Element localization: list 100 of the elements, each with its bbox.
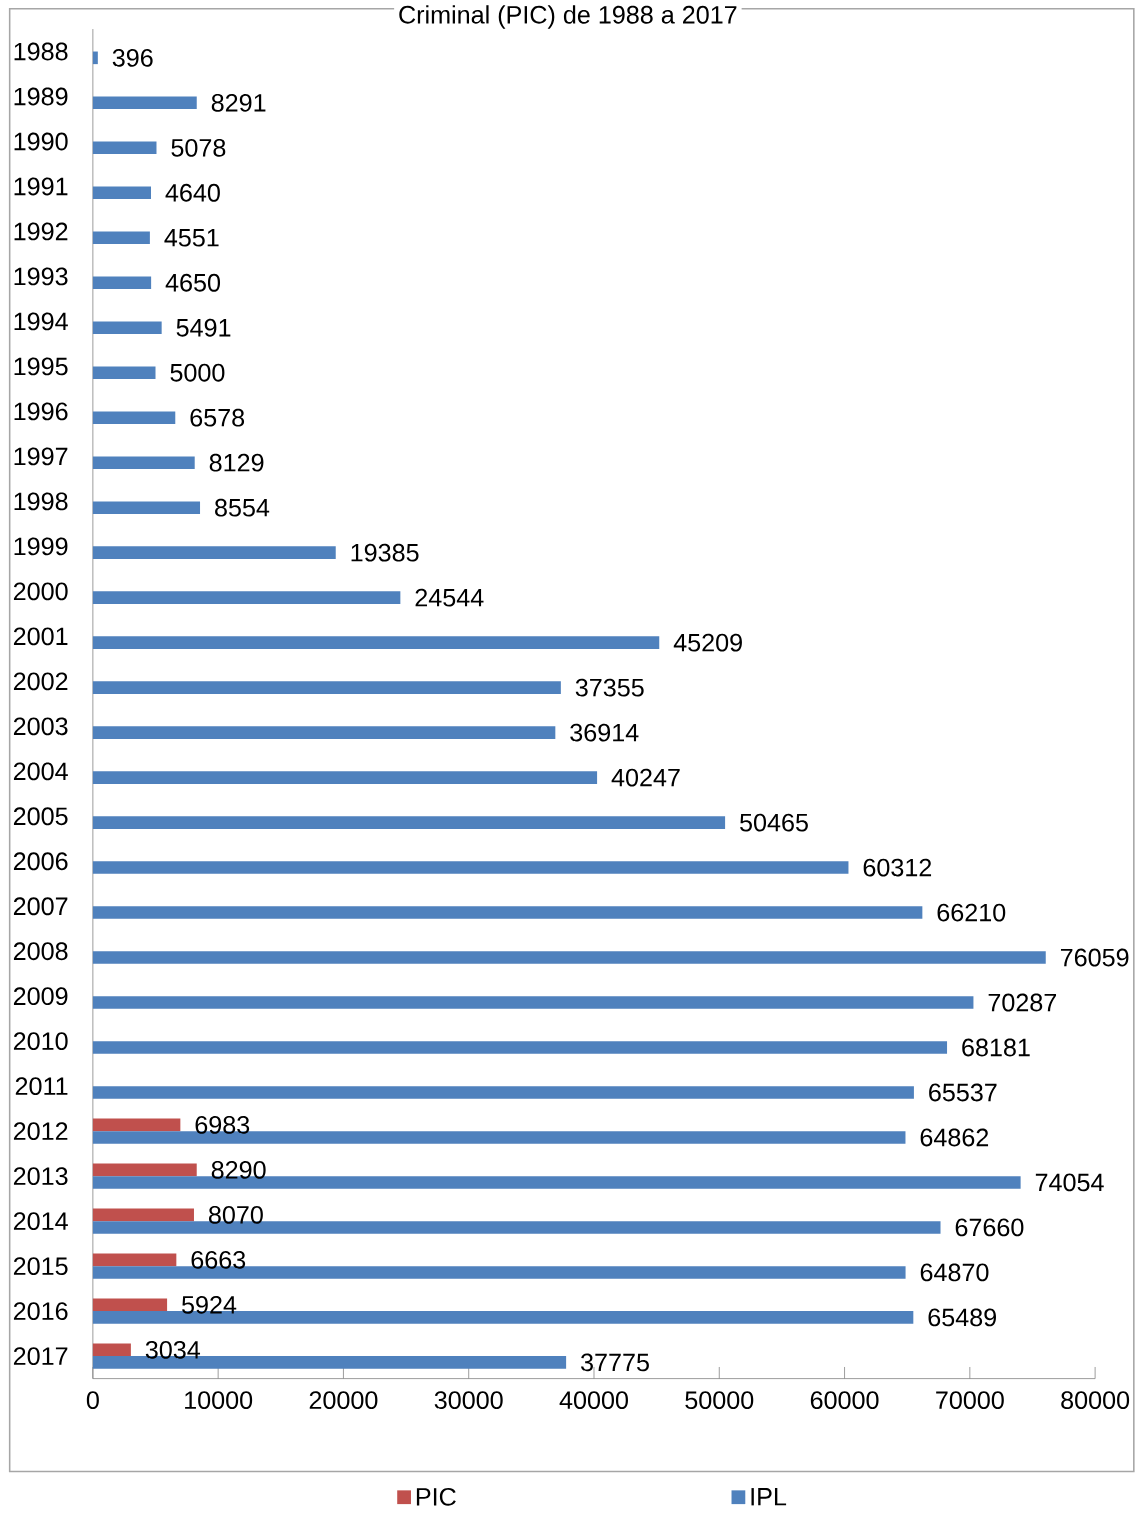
y-tick-label: 2015 (13, 1257, 68, 1276)
bar (92, 636, 660, 649)
data-label: 5000 (170, 363, 225, 382)
bar (92, 681, 561, 694)
y-tick-label: 1989 (14, 87, 68, 106)
y-tick-label: 1992 (14, 222, 68, 241)
bar (92, 186, 151, 200)
y-tick-label: 1990 (14, 132, 68, 151)
y-tick-label: 2016 (13, 1302, 68, 1321)
bar (92, 546, 336, 559)
data-label: 40247 (611, 768, 680, 787)
data-label: 6578 (190, 408, 244, 427)
y-tick-label: 2009 (13, 987, 68, 1006)
data-label: 36914 (570, 723, 639, 742)
y-tick-label: 2011 (15, 1077, 68, 1096)
x-tick-label: 30000 (434, 1391, 503, 1410)
y-tick-label: 2000 (13, 582, 68, 601)
data-label: 5924 (181, 1295, 237, 1314)
y-tick-label: 1993 (14, 267, 68, 286)
y-tick-label: 1999 (14, 537, 68, 556)
data-label: 396 (112, 48, 153, 67)
data-label: 64862 (920, 1128, 988, 1147)
data-label: 4650 (165, 273, 220, 292)
data-label: 5491 (176, 318, 231, 337)
data-label: 67660 (955, 1218, 1024, 1237)
data-label: 8129 (209, 453, 264, 472)
bar (92, 276, 151, 290)
bar (92, 456, 195, 469)
bar (92, 726, 556, 739)
y-tick-label: 2001 (13, 627, 68, 646)
bar (92, 1118, 181, 1132)
bar (92, 816, 725, 829)
x-tick-label: 0 (86, 1391, 99, 1410)
data-label: 24544 (415, 588, 484, 607)
x-tick-label: 20000 (309, 1391, 378, 1410)
data-label: 50465 (739, 813, 808, 832)
y-tick-label: 1988 (14, 42, 68, 61)
data-label: 8291 (211, 93, 266, 112)
data-label: 8070 (208, 1205, 263, 1224)
data-label: 6663 (191, 1250, 245, 1269)
x-tick-label: 80000 (1061, 1391, 1129, 1410)
y-tick-label: 2007 (13, 897, 68, 916)
bar (92, 321, 162, 335)
data-label: 5078 (171, 138, 226, 157)
chart-title: Criminal (PIC) de 1988 a 2017 (399, 5, 737, 29)
y-tick-label: 2006 (13, 852, 68, 871)
data-label: 6983 (195, 1115, 249, 1134)
data-label: 4551 (164, 229, 219, 247)
bar (92, 591, 401, 604)
y-tick-label: 2012 (13, 1122, 68, 1141)
x-tick-label: 50000 (685, 1391, 754, 1410)
x-tick-label: 60000 (810, 1391, 879, 1410)
x-tick-label: 70000 (935, 1391, 1004, 1410)
bar (92, 861, 849, 874)
y-tick-label: 2014 (13, 1212, 68, 1231)
bar (92, 51, 98, 65)
x-tick-label: 10000 (184, 1391, 252, 1410)
y-tick-label: 1996 (14, 402, 68, 421)
data-label: 3034 (145, 1340, 200, 1359)
y-tick-label: 2005 (13, 807, 68, 826)
y-tick-label: 2002 (13, 672, 68, 691)
bar (92, 141, 157, 155)
bar (92, 1041, 947, 1054)
data-label: 74054 (1035, 1173, 1104, 1192)
bar (92, 1208, 194, 1222)
bar (92, 951, 1046, 964)
y-tick-label: 2003 (13, 717, 68, 736)
bar (92, 366, 156, 380)
y-tick-label: 1997 (14, 447, 68, 466)
y-tick-label: 2010 (13, 1032, 68, 1051)
data-label: 76059 (1060, 948, 1129, 967)
data-label: 64870 (920, 1263, 989, 1282)
data-label: 65537 (928, 1083, 997, 1102)
bar (92, 1298, 167, 1312)
y-tick-label: 1998 (14, 492, 68, 511)
data-label: 4640 (165, 183, 220, 202)
x-tick-label: 40000 (559, 1391, 628, 1410)
bar (92, 1163, 197, 1177)
legend-label: PIC (416, 1487, 456, 1506)
data-label: 66210 (937, 903, 1006, 922)
data-label: 37355 (575, 678, 644, 697)
bar (92, 411, 176, 424)
bar (92, 1253, 177, 1267)
bar (92, 1343, 131, 1357)
y-tick-label: 2017 (13, 1347, 68, 1366)
legend-label: IPL (751, 1488, 786, 1506)
data-label: 60312 (863, 858, 931, 877)
y-tick-label: 2013 (13, 1167, 68, 1186)
data-label: 8290 (211, 1160, 266, 1179)
data-label: 68181 (962, 1038, 1030, 1057)
y-tick-label: 2008 (13, 942, 68, 961)
data-label: 37775 (580, 1353, 649, 1372)
y-tick-label: 1995 (14, 357, 68, 376)
y-tick-label: 2004 (13, 762, 68, 781)
data-label: 45209 (673, 633, 742, 652)
data-label: 70287 (988, 993, 1056, 1012)
bar (92, 906, 923, 919)
data-label: 8554 (214, 498, 269, 517)
y-tick-label: 1994 (14, 312, 68, 331)
bar (92, 501, 200, 514)
